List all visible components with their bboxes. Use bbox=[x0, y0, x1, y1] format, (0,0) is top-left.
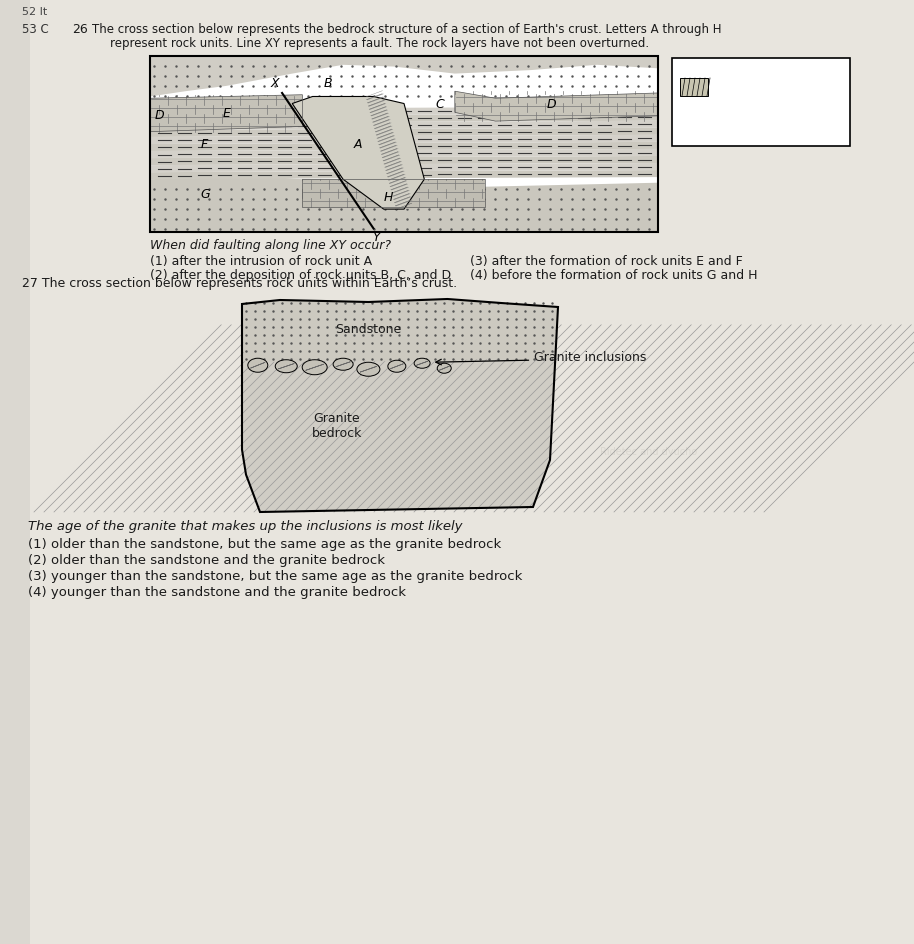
Text: Igneous rock: Igneous rock bbox=[714, 81, 790, 94]
Text: (4) before the formation of rock units G and H: (4) before the formation of rock units G… bbox=[470, 269, 758, 281]
Text: (1) older than the sandstone, but the same age as the granite bedrock: (1) older than the sandstone, but the sa… bbox=[28, 537, 501, 550]
Polygon shape bbox=[292, 97, 424, 210]
Text: B: B bbox=[324, 76, 332, 90]
Polygon shape bbox=[150, 143, 658, 152]
Polygon shape bbox=[150, 164, 658, 173]
Text: Contact: Contact bbox=[724, 116, 768, 126]
Text: (2) after the deposition of rock units B, C, and D: (2) after the deposition of rock units B… bbox=[150, 269, 452, 281]
Ellipse shape bbox=[303, 361, 327, 376]
Polygon shape bbox=[303, 180, 485, 210]
Text: (3) younger than the sandstone, but the same age as the granite bedrock: (3) younger than the sandstone, but the … bbox=[28, 569, 523, 582]
Text: When did faulting along line XY occur?: When did faulting along line XY occur? bbox=[150, 239, 391, 252]
Polygon shape bbox=[150, 57, 658, 97]
Polygon shape bbox=[150, 95, 303, 132]
Ellipse shape bbox=[388, 361, 406, 373]
Text: The age of the granite that makes up the inclusions is most likely: The age of the granite that makes up the… bbox=[28, 519, 462, 532]
Polygon shape bbox=[150, 108, 658, 117]
Ellipse shape bbox=[248, 359, 268, 373]
Text: (3) after the formation of rock units E and F: (3) after the formation of rock units E … bbox=[470, 255, 743, 268]
Text: Rideteс and dyucho: Rideteс and dyucho bbox=[600, 447, 697, 457]
Text: Sandstone: Sandstone bbox=[335, 323, 401, 336]
Bar bbox=[150, 57, 658, 233]
Text: The cross section below represents the bedrock structure of a section of Earth's: The cross section below represents the b… bbox=[92, 23, 721, 36]
Ellipse shape bbox=[333, 359, 353, 371]
Text: X: X bbox=[271, 76, 279, 90]
Text: represent rock units. Line XY represents a fault. The rock layers have not been : represent rock units. Line XY represents… bbox=[110, 37, 649, 50]
Text: metamorphism: metamorphism bbox=[724, 127, 809, 138]
Ellipse shape bbox=[414, 359, 430, 369]
Text: 53 C: 53 C bbox=[22, 23, 48, 36]
Polygon shape bbox=[455, 93, 658, 122]
Polygon shape bbox=[150, 122, 658, 131]
Text: D: D bbox=[155, 109, 165, 122]
Polygon shape bbox=[150, 150, 658, 159]
Text: 26: 26 bbox=[72, 23, 88, 36]
Text: 52 It: 52 It bbox=[22, 7, 48, 17]
Polygon shape bbox=[150, 136, 658, 144]
Polygon shape bbox=[150, 177, 658, 233]
Text: Key: Key bbox=[747, 64, 775, 78]
Text: 27 The cross section below represents rock units within Earth’s crust.: 27 The cross section below represents ro… bbox=[22, 277, 457, 290]
Text: H: H bbox=[384, 191, 393, 204]
Polygon shape bbox=[150, 171, 658, 180]
Text: F: F bbox=[201, 139, 208, 151]
Ellipse shape bbox=[356, 362, 380, 377]
Polygon shape bbox=[150, 114, 658, 124]
Ellipse shape bbox=[437, 363, 452, 374]
Text: G: G bbox=[201, 188, 210, 200]
Text: Granite inclusions: Granite inclusions bbox=[535, 350, 647, 363]
Polygon shape bbox=[0, 0, 30, 944]
Polygon shape bbox=[150, 157, 658, 166]
Text: A: A bbox=[354, 139, 363, 151]
Text: (1) after the intrusion of rock unit A: (1) after the intrusion of rock unit A bbox=[150, 255, 372, 268]
Text: (4) younger than the sandstone and the granite bedrock: (4) younger than the sandstone and the g… bbox=[28, 585, 406, 598]
Text: TTTT: TTTT bbox=[680, 112, 710, 126]
Bar bbox=[680, 79, 708, 97]
Bar bbox=[150, 57, 658, 233]
Polygon shape bbox=[242, 299, 558, 513]
Text: Y: Y bbox=[373, 231, 380, 244]
Text: Granite
bedrock: Granite bedrock bbox=[312, 412, 362, 439]
Ellipse shape bbox=[275, 361, 297, 373]
Polygon shape bbox=[242, 299, 558, 362]
Text: C: C bbox=[435, 98, 444, 110]
Text: E: E bbox=[222, 107, 230, 120]
Polygon shape bbox=[150, 128, 658, 138]
Polygon shape bbox=[303, 180, 485, 208]
Bar bbox=[672, 59, 850, 147]
Text: (2) older than the sandstone and the granite bedrock: (2) older than the sandstone and the gra… bbox=[28, 553, 385, 566]
Text: D: D bbox=[547, 98, 556, 110]
